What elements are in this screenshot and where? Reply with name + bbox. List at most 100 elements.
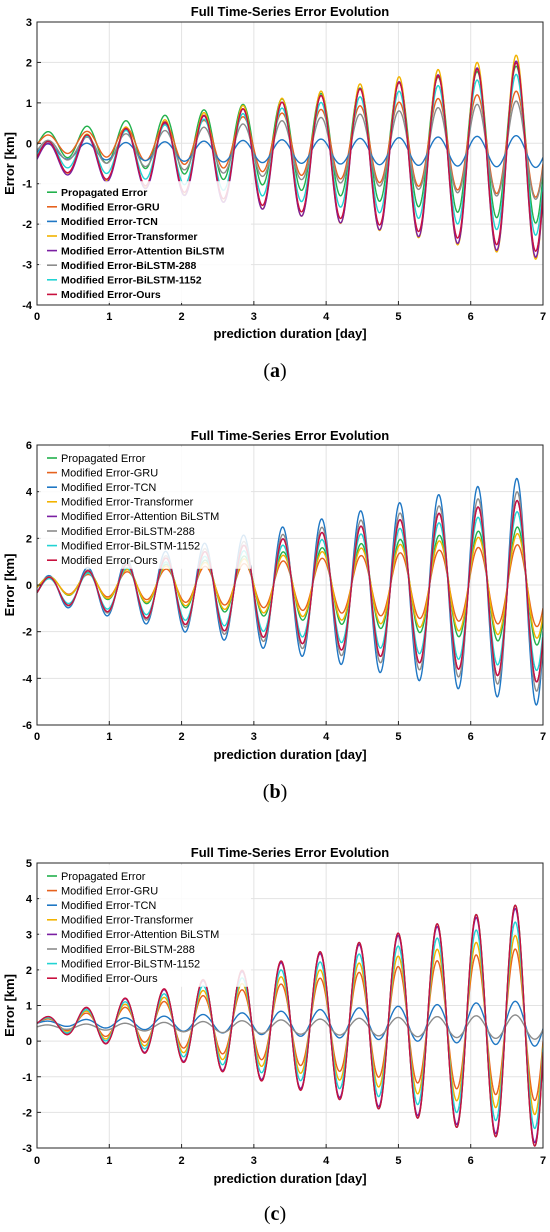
legend-entry: Modified Error-BiLSTM-1152 xyxy=(61,275,202,287)
chart-title: Full Time-Series Error Evolution xyxy=(191,428,389,443)
x-tick-label: 7 xyxy=(540,1155,546,1167)
y-tick-label: 1 xyxy=(26,1001,32,1013)
chart-panel-b: Full Time-Series Error Evolution 0 1 2 3 4 5 6 7… xyxy=(0,418,550,806)
x-tick-label: 0 xyxy=(34,1155,40,1167)
legend-entry: Modified Error-TCN xyxy=(61,900,156,912)
chart-c-svg: Full Time-Series Error Evolution 0 1 2 3 4 5 6 7… xyxy=(2,845,546,1225)
x-tick-label: 0 xyxy=(34,731,40,743)
series-line-7 xyxy=(37,904,543,1147)
chart-panel-c: Full Time-Series Error Evolution 0 1 2 3 4 5 6 7… xyxy=(0,836,550,1232)
series-group xyxy=(37,54,543,261)
legend-entry: Modified Error-Attention BiLSTM xyxy=(61,245,225,257)
legend-entry: Modified Error-Ours xyxy=(61,555,158,567)
x-tick-label: 3 xyxy=(251,731,257,743)
y-tick-label: -4 xyxy=(22,300,33,312)
y-tick-label: 4 xyxy=(26,894,33,906)
legend-entry: Modified Error-BiLSTM-1152 xyxy=(61,540,200,552)
x-tick-label: 3 xyxy=(251,1155,257,1167)
panel-caption: (c) xyxy=(264,1203,286,1225)
chart-title: Full Time-Series Error Evolution xyxy=(191,845,389,860)
x-tick-label: 4 xyxy=(323,731,330,743)
legend-entry: Modified Error-Transformer xyxy=(61,231,198,243)
legend-entry: Modified Error-TCN xyxy=(61,482,156,494)
legend-box xyxy=(39,181,251,303)
y-tick-label: 4 xyxy=(26,487,33,499)
y-tick-label: 3 xyxy=(26,17,32,29)
y-tick-label: -4 xyxy=(22,673,33,685)
y-tick-label: -2 xyxy=(22,1107,32,1119)
y-tick-label: -2 xyxy=(22,627,32,639)
x-axis-label: prediction duration [day] xyxy=(213,1171,366,1186)
legend-entry: Propagated Error xyxy=(61,187,147,199)
y-tick-label: 2 xyxy=(26,965,32,977)
series-group xyxy=(37,904,543,1147)
legend: Propagated Error Modified Error-GRU Modifi… xyxy=(39,181,251,303)
x-tick-label: 1 xyxy=(106,731,112,743)
x-tick-label: 2 xyxy=(179,311,185,323)
legend-entry: Modified Error-GRU xyxy=(61,202,160,214)
x-tick-label: 5 xyxy=(395,731,401,743)
panel-caption: (b) xyxy=(263,781,287,803)
axes-box xyxy=(36,21,544,306)
legend-entry: Modified Error-Attention BiLSTM xyxy=(61,929,219,941)
y-tick-label: -6 xyxy=(22,720,32,732)
legend: Propagated Error Modified Error-GRU Modifi… xyxy=(39,447,251,569)
chart-b-svg: Full Time-Series Error Evolution 0 1 2 3 4 5 6 7… xyxy=(2,428,546,803)
x-tick-label: 1 xyxy=(106,311,112,323)
legend-entry: Modified Error-BiLSTM-288 xyxy=(61,260,197,272)
y-axis-label: Error [km] xyxy=(2,132,17,195)
x-tick-label: 0 xyxy=(34,311,40,323)
y-tick-label: 5 xyxy=(26,858,32,870)
y-axis-label: Error [km] xyxy=(2,554,17,617)
y-tick-label: -1 xyxy=(22,1072,32,1084)
y-tick-label: 0 xyxy=(26,580,32,592)
legend: Propagated Error Modified Error-GRU Modifi… xyxy=(39,865,251,987)
x-tick-label: 4 xyxy=(323,311,330,323)
x-tick-label: 5 xyxy=(395,1155,401,1167)
y-tick-label: -3 xyxy=(22,260,32,272)
series-line-0 xyxy=(37,65,543,224)
chart-title: Full Time-Series Error Evolution xyxy=(191,4,389,19)
y-tick-label: 0 xyxy=(26,138,32,150)
legend-entry: Modified Error-BiLSTM-288 xyxy=(61,526,195,538)
x-axis-label: prediction duration [day] xyxy=(213,747,366,762)
legend-entry: Modified Error-Transformer xyxy=(61,497,194,509)
y-tick-label: -3 xyxy=(22,1143,32,1155)
legend-entry: Propagated Error xyxy=(61,871,146,883)
x-tick-label: 7 xyxy=(540,731,546,743)
y-tick-label: 3 xyxy=(26,929,32,941)
chart-panel-a: Full Time-Series Error Evolution 0 1 2 3 4 5 6 7… xyxy=(0,0,550,388)
x-tick-label: 7 xyxy=(540,311,546,323)
legend-entry: Propagated Error xyxy=(61,453,146,465)
y-tick-label: -2 xyxy=(22,219,32,231)
legend-entry: Modified Error-GRU xyxy=(61,885,158,897)
y-tick-label: 0 xyxy=(26,1036,32,1048)
y-tick-label: 2 xyxy=(26,533,32,545)
y-tick-label: 6 xyxy=(26,440,32,452)
legend-entry: Modified Error-BiLSTM-1152 xyxy=(61,958,200,970)
x-tick-label: 6 xyxy=(468,311,474,323)
legend-box xyxy=(39,447,251,569)
series-group xyxy=(37,477,543,706)
legend-entry: Modified Error-Ours xyxy=(61,289,161,301)
x-tick-label: 2 xyxy=(179,1155,185,1167)
chart-a-svg: Full Time-Series Error Evolution 0 1 2 3 4 5 6 7… xyxy=(2,4,546,382)
y-tick-label: 1 xyxy=(26,98,32,110)
legend-box xyxy=(39,865,251,987)
x-tick-label: 4 xyxy=(323,1155,330,1167)
x-tick-label: 3 xyxy=(251,311,257,323)
series-line-7 xyxy=(37,499,543,683)
legend-entry: Modified Error-Ours xyxy=(61,973,158,985)
series-line-7 xyxy=(37,62,543,253)
x-tick-label: 2 xyxy=(179,731,185,743)
legend-entry: Modified Error-BiLSTM-288 xyxy=(61,944,195,956)
y-tick-label: 2 xyxy=(26,57,32,69)
x-tick-label: 6 xyxy=(468,1155,474,1167)
x-tick-label: 6 xyxy=(468,731,474,743)
series-line-5 xyxy=(37,1014,543,1040)
panel-caption: (a) xyxy=(263,360,286,382)
legend-entry: Modified Error-Transformer xyxy=(61,915,194,927)
x-axis-label: prediction duration [day] xyxy=(213,326,366,341)
x-tick-label: 1 xyxy=(106,1155,112,1167)
legend-entry: Modified Error-GRU xyxy=(61,467,158,479)
